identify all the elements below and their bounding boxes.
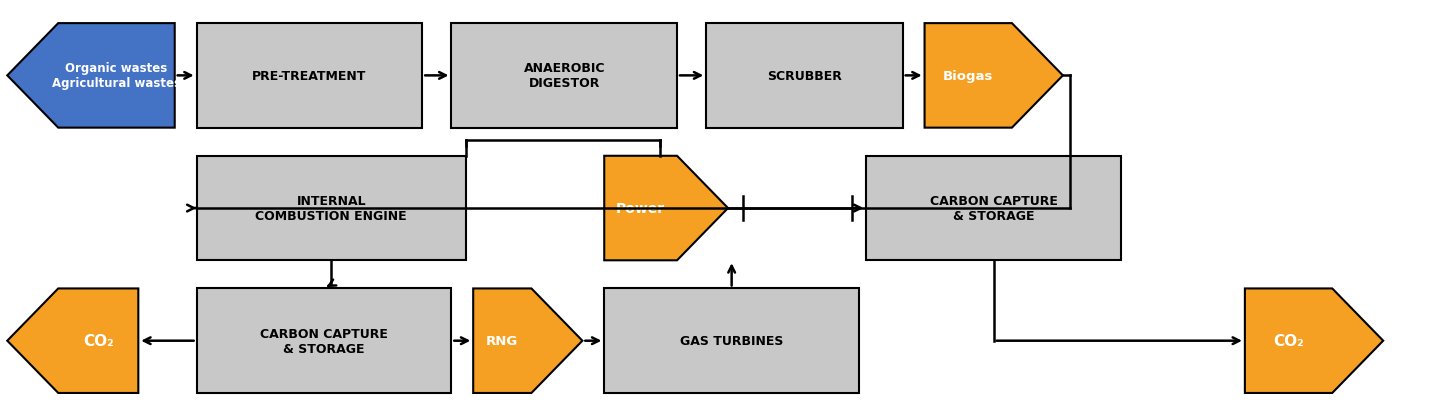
Polygon shape bbox=[1245, 289, 1383, 393]
Polygon shape bbox=[473, 289, 582, 393]
FancyBboxPatch shape bbox=[197, 24, 422, 128]
Text: Organic wastes
Agricultural wastes: Organic wastes Agricultural wastes bbox=[52, 62, 181, 90]
Text: CARBON CAPTURE
& STORAGE: CARBON CAPTURE & STORAGE bbox=[261, 327, 387, 355]
Text: SCRUBBER: SCRUBBER bbox=[767, 70, 842, 83]
FancyBboxPatch shape bbox=[866, 156, 1121, 261]
FancyBboxPatch shape bbox=[197, 156, 466, 261]
Text: Power: Power bbox=[616, 202, 665, 215]
Text: RNG: RNG bbox=[486, 334, 518, 347]
FancyBboxPatch shape bbox=[604, 289, 859, 393]
Text: ANAEROBIC
DIGESTOR: ANAEROBIC DIGESTOR bbox=[524, 62, 604, 90]
Text: Biogas: Biogas bbox=[943, 70, 993, 83]
Text: CARBON CAPTURE
& STORAGE: CARBON CAPTURE & STORAGE bbox=[930, 194, 1057, 223]
Text: INTERNAL
COMBUSTION ENGINE: INTERNAL COMBUSTION ENGINE bbox=[255, 194, 408, 223]
Text: CO₂: CO₂ bbox=[83, 333, 114, 348]
Text: GAS TURBINES: GAS TURBINES bbox=[680, 334, 783, 347]
Polygon shape bbox=[7, 24, 175, 128]
Polygon shape bbox=[925, 24, 1063, 128]
Polygon shape bbox=[7, 289, 138, 393]
FancyBboxPatch shape bbox=[197, 289, 451, 393]
Polygon shape bbox=[604, 156, 728, 261]
Text: PRE-TREATMENT: PRE-TREATMENT bbox=[252, 70, 367, 83]
FancyBboxPatch shape bbox=[451, 24, 677, 128]
Text: CO₂: CO₂ bbox=[1273, 333, 1305, 348]
FancyBboxPatch shape bbox=[706, 24, 903, 128]
